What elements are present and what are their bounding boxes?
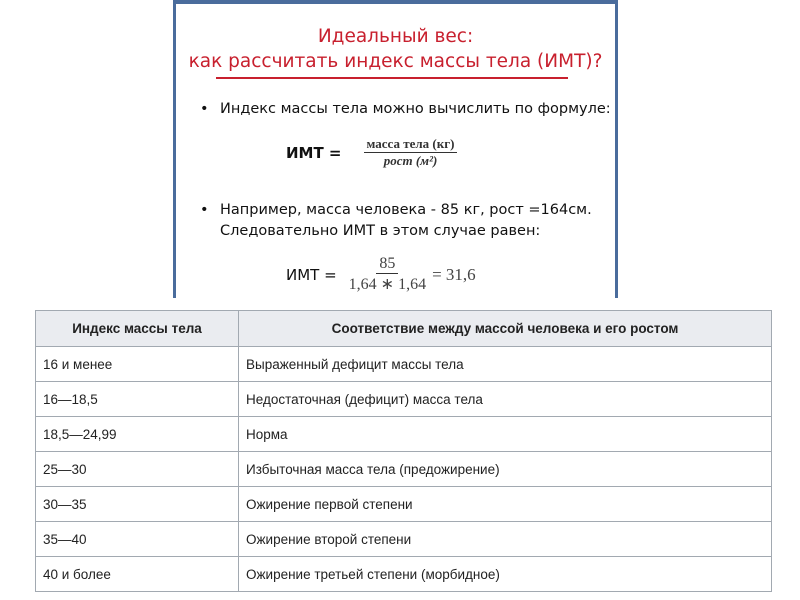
table-row: 18,5—24,99 Норма — [35, 416, 772, 452]
bmi-range-cell: 30—35 — [35, 486, 239, 522]
description-cell: Ожирение второй степени — [238, 521, 772, 557]
bmi-range-cell: 16 и менее — [35, 346, 239, 382]
bmi-range-cell: 40 и более — [35, 556, 239, 592]
column-header-description: Соответствие между массой человека и его… — [238, 310, 772, 347]
slide: Идеальный вес: как рассчитать индекс мас… — [173, 0, 618, 298]
bmi-table: Индекс массы тела Соответствие между мас… — [35, 310, 772, 592]
description-cell: Ожирение третьей степени (морбидное) — [238, 556, 772, 592]
table-row: 16 и менее Выраженный дефицит массы тела — [35, 346, 772, 382]
bullet-icon: • — [200, 101, 209, 117]
bullet-formula: • Индекс массы тела можно вычислить по ф… — [200, 99, 611, 120]
title-underline — [216, 77, 568, 79]
table-row: 30—35 Ожирение первой степени — [35, 486, 772, 522]
table-header-row: Индекс массы тела Соответствие между мас… — [35, 310, 772, 347]
bmi-formula: ИМТ = масса тела (кг) рост (м²) — [286, 136, 458, 169]
bmi-range-cell: 25—30 — [35, 451, 239, 487]
bullet-example: • Например, масса человека - 85 кг, рост… — [200, 202, 592, 239]
title-line-2: как рассчитать индекс массы тела (ИМТ)? — [188, 51, 603, 72]
table-row: 16—18,5 Недостаточная (дефицит) масса тел… — [35, 381, 772, 417]
bmi-range-cell: 16—18,5 — [35, 381, 239, 417]
table-row: 40 и более Ожирение третьей степени (морб… — [35, 556, 772, 592]
bmi-range-cell: 18,5—24,99 — [35, 416, 239, 452]
description-cell: Ожирение первой степени — [238, 486, 772, 522]
description-cell: Выраженный дефицит массы тела — [238, 346, 772, 382]
table-row: 35—40 Ожирение второй степени — [35, 521, 772, 557]
table-row: 25—30 Избыточная масса тела (предожирение… — [35, 451, 772, 487]
title-line-1: Идеальный вес: — [317, 26, 474, 47]
column-header-bmi: Индекс массы тела — [35, 310, 239, 347]
description-cell: Избыточная масса тела (предожирение) — [238, 451, 772, 487]
bmi-range-cell: 35—40 — [35, 521, 239, 557]
bullet-icon: • — [200, 202, 209, 218]
slide-title: Идеальный вес: как рассчитать индекс мас… — [176, 24, 615, 74]
description-cell: Недостаточная (дефицит) масса тела — [238, 381, 772, 417]
bmi-example-formula: ИМТ = 85 1,64 ∗ 1,64 = 31,6 — [286, 255, 476, 293]
description-cell: Норма — [238, 416, 772, 452]
